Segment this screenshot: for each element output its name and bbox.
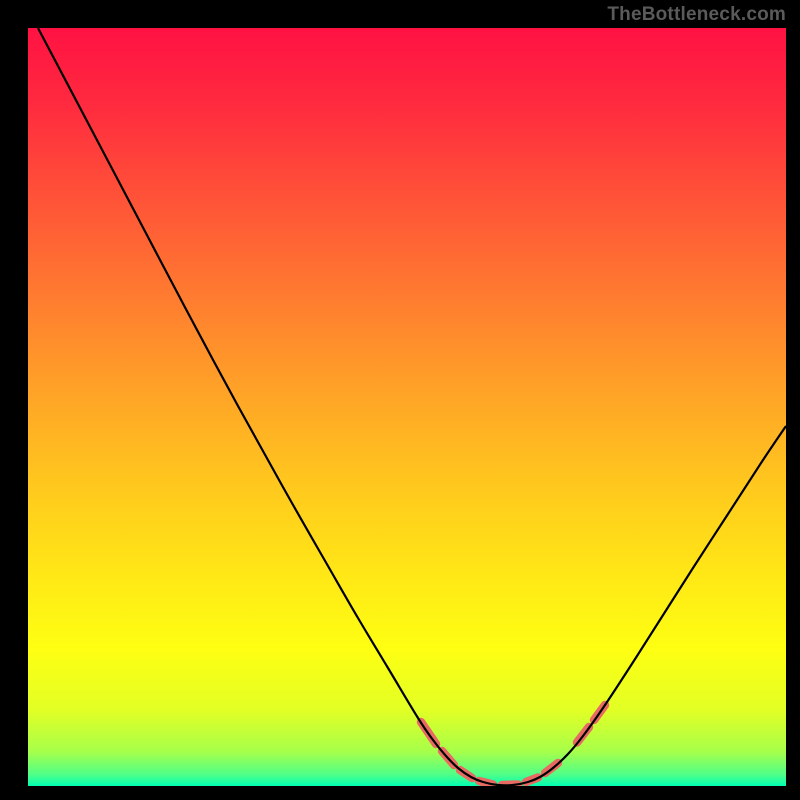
curve-layer (28, 28, 786, 786)
bottleneck-curve (38, 28, 786, 785)
highlight-dashes (421, 705, 605, 785)
plot-area (28, 28, 786, 786)
watermark-text: TheBottleneck.com (607, 4, 786, 26)
